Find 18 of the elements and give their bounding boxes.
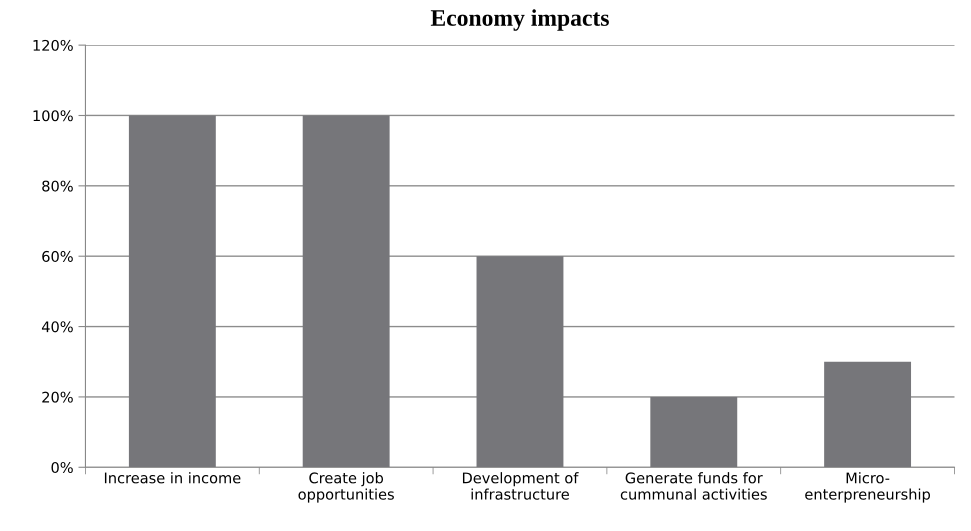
chart-title: Economy impacts: [430, 9, 609, 31]
x-tick-label: Increase in income: [104, 472, 240, 484]
y-tick-label: 40%: [42, 321, 73, 332]
bar: [650, 396, 738, 468]
bar: [302, 115, 390, 468]
x-tick-label: Micro- enterpreneurship: [805, 472, 930, 503]
bar: [128, 115, 216, 468]
y-tick-label: 60%: [42, 250, 73, 262]
y-tick-label: 20%: [42, 392, 73, 403]
bar: [824, 362, 912, 468]
y-tick-label: 80%: [42, 180, 73, 192]
bar: [476, 256, 564, 468]
x-tick-label: Create job opportunities: [298, 472, 394, 503]
y-tick-label: 100%: [34, 110, 73, 122]
x-tick-label: Generate funds for cummunal activities: [620, 472, 767, 500]
y-tick-label: 0%: [51, 462, 73, 474]
y-tick-label: 120%: [34, 40, 73, 51]
x-tick-label: Development of infrastructure: [462, 472, 579, 500]
